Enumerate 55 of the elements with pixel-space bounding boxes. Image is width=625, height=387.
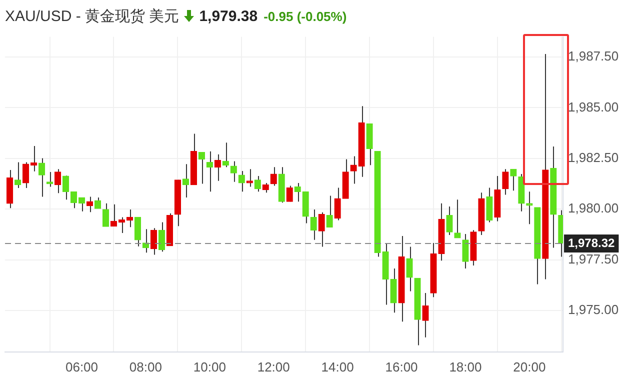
candlestick (246, 168, 253, 188)
candlestick (390, 268, 397, 314)
candlestick (406, 246, 413, 292)
candlestick (230, 160, 237, 182)
x-tick-label: 12:00 (257, 359, 290, 374)
candlestick (326, 195, 333, 228)
y-tick-label: 1,987.50 (568, 48, 619, 64)
candlestick (238, 170, 245, 192)
x-tick-label: 14:00 (321, 359, 354, 374)
candlestick (158, 222, 166, 252)
candlestick (262, 182, 269, 194)
x-tick-label: 08:00 (129, 359, 162, 374)
candlestick (286, 185, 293, 202)
y-tick-label: 1,982.50 (568, 150, 619, 165)
candlestick (214, 154, 221, 182)
x-tick-label: 18:00 (449, 359, 482, 374)
x-tick-label: 10:00 (193, 359, 226, 374)
candlestick (502, 168, 509, 196)
candlestick (38, 158, 46, 198)
y-tick-label: 1,977.50 (568, 251, 619, 266)
candlestick (350, 156, 357, 184)
candlestick (446, 206, 453, 236)
candlestick (150, 228, 158, 256)
candlestick (198, 152, 205, 184)
text: -0.95 (-0.05%) (264, 8, 347, 24)
candlestick (54, 168, 62, 194)
candlestick (206, 150, 213, 192)
candlestick (462, 234, 469, 269)
candlestick (102, 202, 110, 228)
candlestick (254, 176, 261, 192)
y-tick-label: 1,980.00 (568, 200, 619, 216)
candlestick (334, 187, 341, 221)
candlestick (302, 191, 309, 224)
candlestick (526, 191, 533, 225)
x-tick-label: 20:00 (513, 359, 546, 374)
candlestick (486, 187, 493, 223)
ref-line-label: 1,978.32 (568, 236, 616, 250)
candlestick (182, 164, 189, 198)
candlestick (510, 168, 517, 192)
candlestick (294, 182, 301, 202)
text: 1,979.38 (199, 8, 258, 24)
candlestick (310, 209, 317, 240)
candlestick (422, 292, 429, 338)
candlestick (222, 142, 229, 168)
candlestick (270, 166, 277, 186)
y-tick-label: 1,975.00 (568, 302, 619, 318)
candlestick (14, 162, 22, 189)
candlestick (318, 212, 325, 248)
chart-title: XAU/USD - 黄金现货 美元 (5, 6, 180, 26)
candlestick (366, 123, 373, 166)
candlestick (454, 199, 461, 238)
y-tick-label: 1,985.00 (568, 99, 619, 114)
x-tick-label: 06:00 (65, 359, 98, 374)
x-tick-label: 16:00 (385, 359, 418, 374)
candlestick (134, 216, 142, 247)
